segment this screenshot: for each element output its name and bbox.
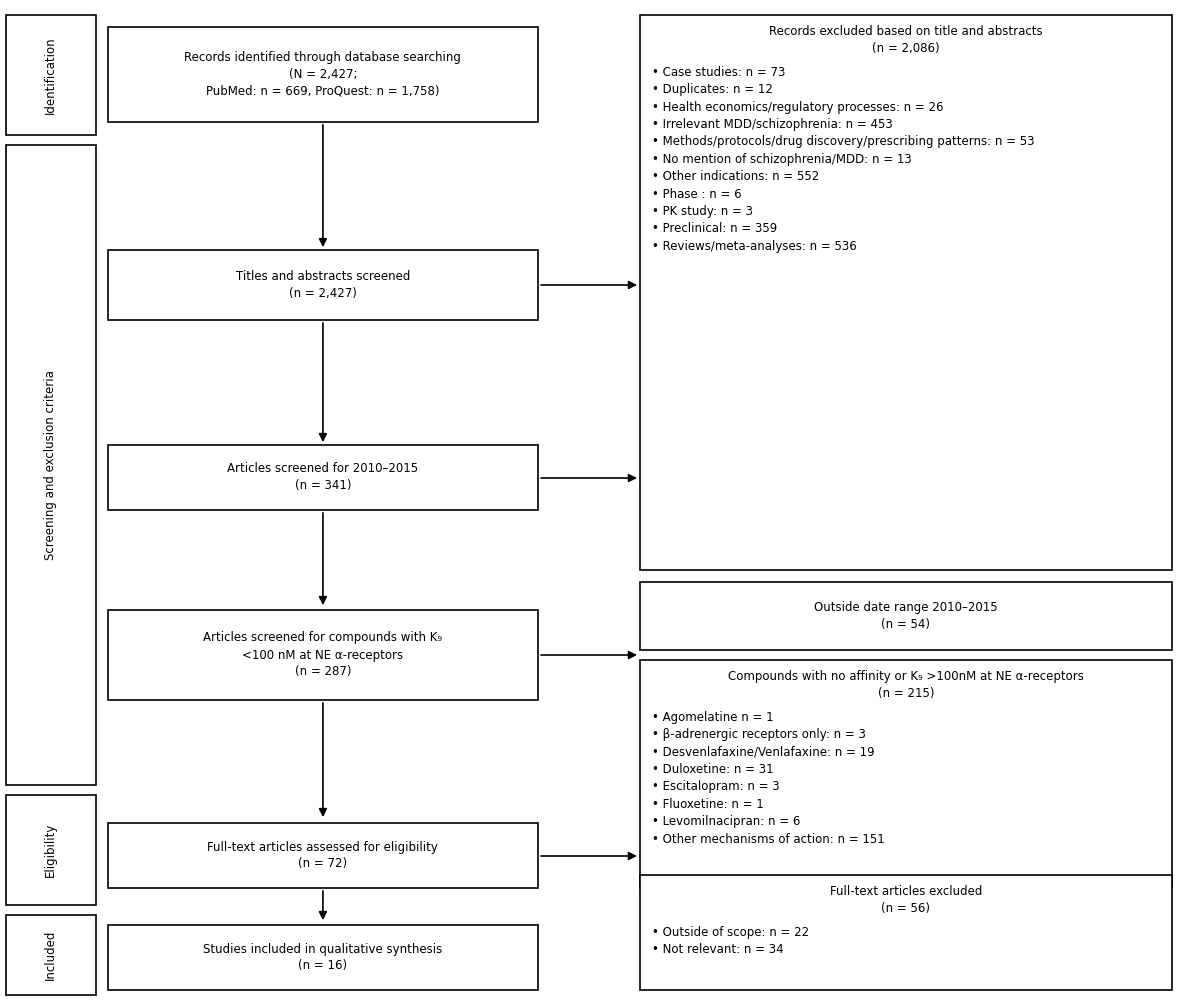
Bar [108, 27, 538, 122]
Bar [108, 250, 538, 320]
Text: • Reviews/meta-analyses: n = 536: • Reviews/meta-analyses: n = 536 [652, 240, 856, 253]
Text: Eligibility: Eligibility [44, 823, 57, 877]
Text: • Not relevant: n = 34: • Not relevant: n = 34 [652, 943, 783, 956]
Text: Full-text articles assessed for eligibility
(n = 72): Full-text articles assessed for eligibil… [207, 840, 439, 870]
Bar [108, 445, 538, 510]
Text: • Preclinical: n = 359: • Preclinical: n = 359 [652, 222, 777, 235]
Text: • Fluoxetine: n = 1: • Fluoxetine: n = 1 [652, 798, 763, 811]
Bar [6, 145, 96, 785]
Text: • Duloxetine: n = 31: • Duloxetine: n = 31 [652, 763, 774, 776]
Text: • PK study: n = 3: • PK study: n = 3 [652, 205, 752, 218]
Text: • No mention of schizophrenia/MDD: n = 13: • No mention of schizophrenia/MDD: n = 1… [652, 153, 911, 166]
Text: • Methods/protocols/drug discovery/prescribing patterns: n = 53: • Methods/protocols/drug discovery/presc… [652, 135, 1035, 148]
Text: • Levomilnacipran: n = 6: • Levomilnacipran: n = 6 [652, 815, 800, 828]
Text: Articles screened for 2010–2015
(n = 341): Articles screened for 2010–2015 (n = 341… [227, 462, 419, 492]
Text: Studies included in qualitative synthesis
(n = 16): Studies included in qualitative synthesi… [203, 942, 443, 972]
Text: Included: Included [44, 930, 57, 980]
Text: • Escitalopram: n = 3: • Escitalopram: n = 3 [652, 780, 780, 793]
Text: • Agomelatine n = 1: • Agomelatine n = 1 [652, 711, 774, 724]
Text: • Duplicates: n = 12: • Duplicates: n = 12 [652, 83, 773, 96]
Bar [640, 582, 1172, 650]
Text: Identification: Identification [44, 36, 57, 114]
Text: • Health economics/regulatory processes: n = 26: • Health economics/regulatory processes:… [652, 101, 944, 114]
Bar [6, 795, 96, 905]
Text: • Desvenlafaxine/Venlafaxine: n = 19: • Desvenlafaxine/Venlafaxine: n = 19 [652, 746, 874, 759]
Bar [640, 15, 1172, 570]
Text: Titles and abstracts screened
(n = 2,427): Titles and abstracts screened (n = 2,427… [236, 270, 410, 300]
Text: • Irrelevant MDD/schizophrenia: n = 453: • Irrelevant MDD/schizophrenia: n = 453 [652, 118, 892, 131]
Bar [108, 823, 538, 888]
Text: Records excluded based on title and abstracts
(n = 2,086): Records excluded based on title and abst… [769, 25, 1043, 55]
Text: Records identified through database searching
(N = 2,427;
PubMed: n = 669, ProQu: Records identified through database sear… [184, 51, 462, 98]
Text: • Outside of scope: n = 22: • Outside of scope: n = 22 [652, 926, 808, 939]
Bar [640, 875, 1172, 990]
Text: Outside date range 2010–2015
(n = 54): Outside date range 2010–2015 (n = 54) [814, 601, 997, 631]
Bar [108, 610, 538, 700]
Text: Compounds with no affinity or K₉ >100nM at NE α-receptors
(n = 215): Compounds with no affinity or K₉ >100nM … [728, 670, 1084, 700]
Bar [108, 925, 538, 990]
Text: Screening and exclusion criteria: Screening and exclusion criteria [44, 370, 57, 560]
Text: • Other indications: n = 552: • Other indications: n = 552 [652, 170, 819, 183]
Text: • Phase : n = 6: • Phase : n = 6 [652, 188, 742, 201]
Bar [6, 915, 96, 995]
Bar [640, 660, 1172, 888]
Text: Full-text articles excluded
(n = 56): Full-text articles excluded (n = 56) [830, 885, 982, 915]
Text: • Other mechanisms of action: n = 151: • Other mechanisms of action: n = 151 [652, 833, 885, 846]
Text: Articles screened for compounds with K₉
<100 nM at NE α-receptors
(n = 287): Articles screened for compounds with K₉ … [203, 632, 443, 678]
Bar [6, 15, 96, 135]
Text: • Case studies: n = 73: • Case studies: n = 73 [652, 66, 786, 79]
Text: • β-adrenergic receptors only: n = 3: • β-adrenergic receptors only: n = 3 [652, 728, 866, 741]
